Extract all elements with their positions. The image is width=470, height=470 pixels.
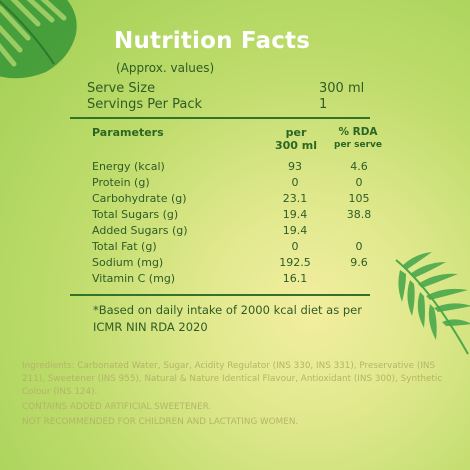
nutrient-amount: 19.4 bbox=[282, 224, 308, 237]
monstera-leaf-icon bbox=[0, 0, 77, 79]
nutrient-amount: 19.4 bbox=[282, 208, 308, 221]
serve-size-label: Serve Size bbox=[87, 81, 156, 96]
column-header-rda-line2: per serve bbox=[334, 140, 382, 150]
nutrient-amount: 93 bbox=[288, 160, 302, 173]
table-row: Total Fat (g) 0 0 bbox=[92, 240, 392, 255]
table-row: Total Sugars (g) 19.4 38.8 bbox=[92, 208, 392, 223]
column-header-rda: % RDA per serve bbox=[328, 126, 388, 152]
column-header-per-serve: per 300 ml bbox=[268, 126, 324, 152]
nutrient-amount: 192.5 bbox=[279, 256, 311, 269]
nutrient-name: Carbohydrate (g) bbox=[92, 192, 187, 205]
nutrient-name: Added Sugars (g) bbox=[92, 224, 188, 237]
table-row: Added Sugars (g) 19.4 bbox=[92, 224, 392, 239]
nutrient-rda: 4.6 bbox=[350, 160, 368, 173]
nutrient-name: Vitamin C (mg) bbox=[92, 272, 176, 285]
page-subtitle: (Approx. values) bbox=[116, 61, 215, 75]
ingredients-text: Ingredients: Carbonated Water, Sugar, Ac… bbox=[22, 361, 443, 397]
column-header-per-line2: 300 ml bbox=[274, 139, 318, 152]
nutrient-amount: 0 bbox=[291, 240, 299, 253]
servings-per-pack-label: Servings Per Pack bbox=[87, 97, 203, 112]
serve-size-value: 300 ml bbox=[319, 81, 365, 96]
nutrient-amount: 23.1 bbox=[282, 192, 308, 205]
sweetener-warning: CONTAINS ADDED ARTIFICIAL SWEETENER. bbox=[22, 402, 212, 412]
nutrient-name: Total Sugars (g) bbox=[92, 208, 179, 221]
nutrient-amount: 16.1 bbox=[282, 272, 308, 285]
nutrient-rda: 9.6 bbox=[350, 256, 368, 269]
table-row: Energy (kcal) 93 4.6 bbox=[92, 160, 392, 175]
table-row: Sodium (mg) 192.5 9.6 bbox=[92, 256, 392, 271]
column-header-parameters: Parameters bbox=[92, 126, 164, 139]
palm-leaf-icon bbox=[395, 252, 470, 355]
nutrient-rda: 38.8 bbox=[346, 208, 372, 221]
table-row: Vitamin C (mg) 16.1 bbox=[92, 272, 392, 287]
nutrient-rda: 0 bbox=[355, 176, 363, 189]
nutrient-name: Sodium (mg) bbox=[92, 256, 164, 269]
servings-per-pack-row: Servings Per Pack 1 bbox=[87, 97, 387, 112]
nutrient-name: Total Fat (g) bbox=[92, 240, 157, 253]
column-header-rda-line1: % RDA bbox=[338, 126, 378, 138]
table-top-divider bbox=[70, 117, 370, 119]
column-header-per-line1: per bbox=[285, 126, 307, 139]
nutrient-name: Protein (g) bbox=[92, 176, 150, 189]
nutrient-amount: 0 bbox=[291, 176, 299, 189]
table-row: Carbohydrate (g) 23.1 105 bbox=[92, 192, 392, 207]
nutrient-rda: 0 bbox=[355, 240, 363, 253]
table-row: Protein (g) 0 0 bbox=[92, 176, 392, 191]
rda-footnote-line1: *Based on daily intake of 2000 kcal diet… bbox=[93, 303, 362, 317]
table-bottom-divider bbox=[70, 294, 370, 296]
rda-footnote: *Based on daily intake of 2000 kcal diet… bbox=[93, 302, 393, 336]
ingredients-block: Ingredients: Carbonated Water, Sugar, Ac… bbox=[22, 360, 452, 431]
serve-size-row: Serve Size 300 ml bbox=[87, 81, 387, 96]
page-title: Nutrition Facts bbox=[114, 28, 311, 54]
rda-footnote-line2: ICMR NIN RDA 2020 bbox=[93, 320, 208, 334]
nutrient-name: Energy (kcal) bbox=[92, 160, 165, 173]
children-warning: NOT RECOMMENDED FOR CHILDREN AND LACTATI… bbox=[22, 417, 299, 427]
servings-per-pack-value: 1 bbox=[319, 97, 328, 112]
nutrient-rda: 105 bbox=[348, 192, 370, 205]
